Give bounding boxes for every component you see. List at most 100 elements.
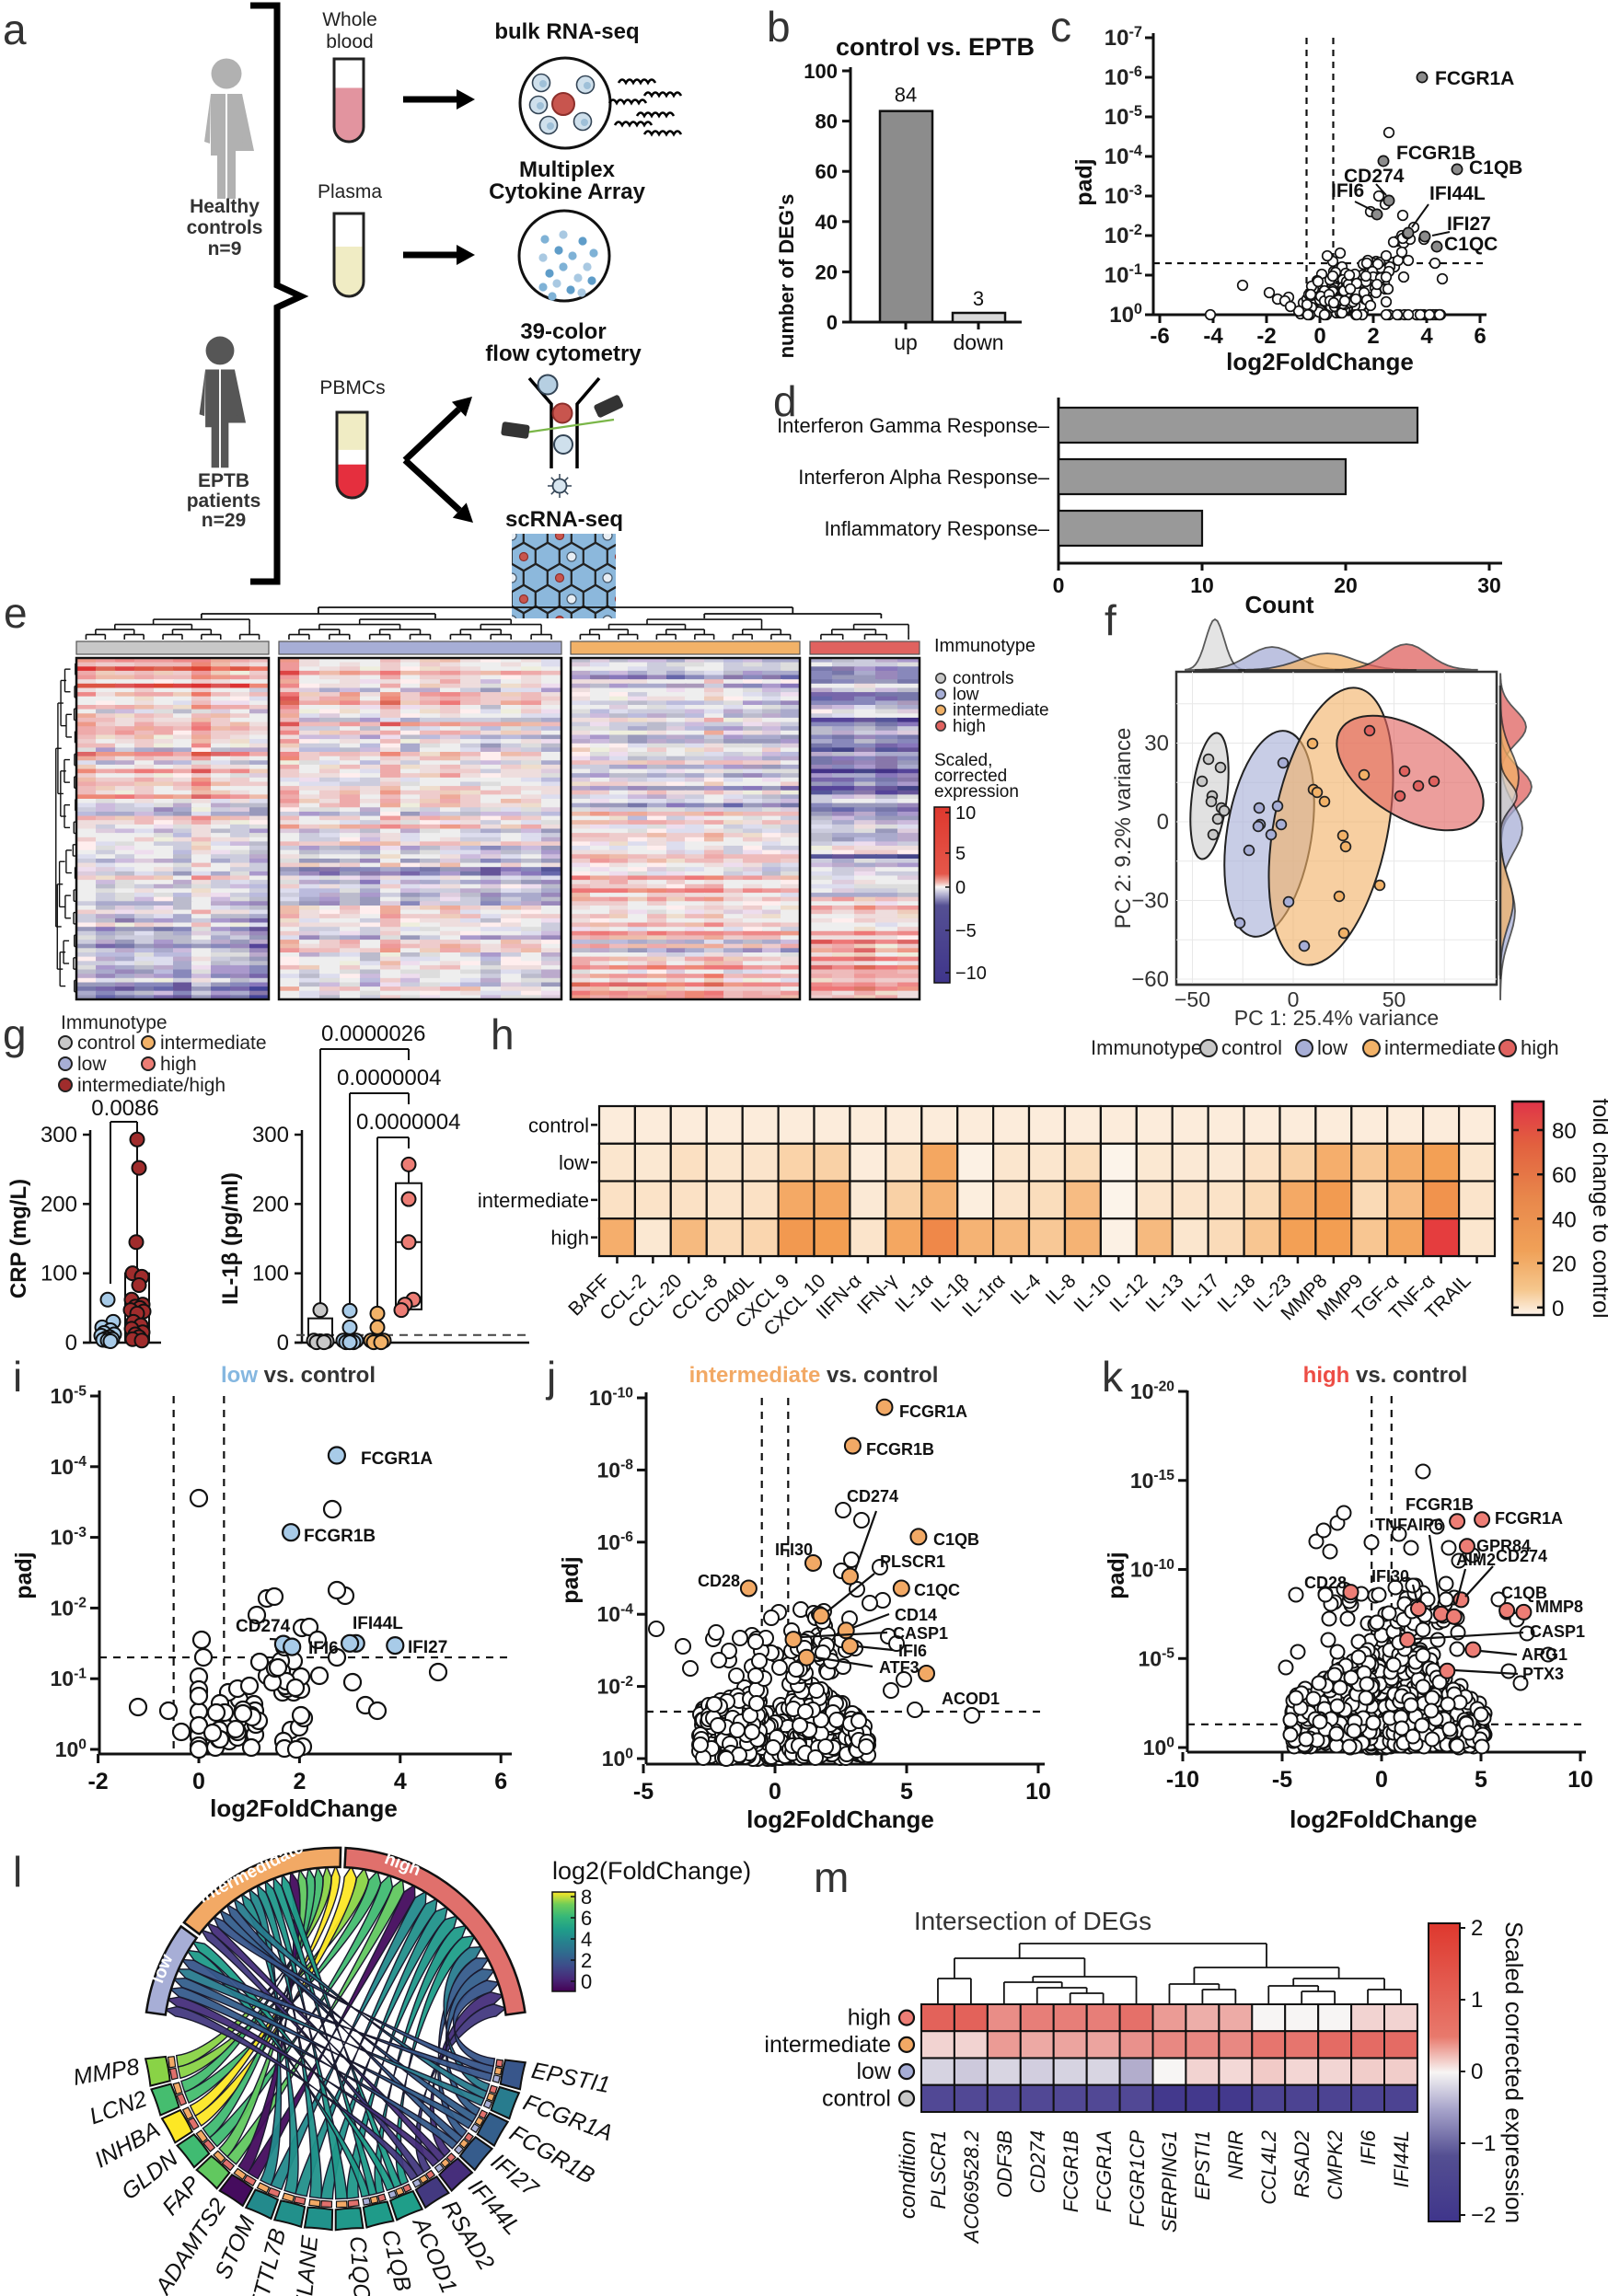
svg-text:0: 0 — [955, 878, 966, 898]
svg-text:low: low — [559, 1151, 589, 1174]
svg-text:Scaled,: Scaled, — [934, 751, 992, 770]
svg-text:PC 2: 9.2% variance: PC 2: 9.2% variance — [1111, 728, 1136, 929]
svg-text:down: down — [954, 330, 1004, 354]
svg-text:a: a — [3, 6, 27, 53]
svg-text:IFI44L: IFI44L — [1390, 2130, 1413, 2187]
svg-text:n=9: n=9 — [208, 238, 242, 260]
svg-text:60: 60 — [816, 160, 838, 183]
svg-text:intermediate vs. control: intermediate vs. control — [689, 1363, 939, 1388]
svg-text:high vs. control: high vs. control — [1303, 1363, 1468, 1388]
svg-text:40: 40 — [1552, 1207, 1577, 1232]
svg-text:C1QB: C1QB — [933, 1530, 979, 1549]
svg-text:-2: -2 — [87, 1769, 108, 1794]
svg-text:4: 4 — [1420, 324, 1433, 349]
svg-text:−2: −2 — [1471, 2203, 1496, 2228]
svg-text:patients: patients — [187, 490, 261, 512]
svg-text:CRP (mg/L): CRP (mg/L) — [6, 1179, 31, 1298]
svg-text:PLSCR1: PLSCR1 — [927, 2130, 950, 2209]
svg-text:0: 0 — [1375, 1767, 1388, 1793]
svg-text:CD274: CD274 — [1026, 2130, 1049, 2193]
svg-text:80: 80 — [1552, 1119, 1577, 1144]
svg-text:10: 10 — [955, 803, 976, 824]
svg-text:3: 3 — [973, 287, 984, 310]
svg-text:4: 4 — [394, 1769, 407, 1794]
svg-text:corrected: corrected — [934, 767, 1007, 786]
svg-text:control vs. EPTB: control vs. EPTB — [836, 33, 1035, 61]
svg-text:bulk RNA-seq: bulk RNA-seq — [494, 19, 639, 44]
svg-text:Multiplex: Multiplex — [519, 157, 616, 182]
svg-text:ODF3B: ODF3B — [993, 2130, 1016, 2198]
svg-text:e: e — [4, 589, 28, 637]
svg-text:0: 0 — [769, 1779, 781, 1805]
svg-text:C1QC: C1QC — [344, 2235, 375, 2296]
svg-text:low: low — [1317, 1036, 1348, 1059]
svg-text:PLSCR1: PLSCR1 — [880, 1552, 945, 1571]
svg-text:CD14: CD14 — [895, 1606, 937, 1624]
svg-text:IFI30: IFI30 — [1371, 1567, 1409, 1586]
svg-text:60: 60 — [1552, 1163, 1577, 1188]
svg-text:6: 6 — [494, 1769, 507, 1794]
svg-text:low: low — [856, 2059, 891, 2084]
svg-text:0: 0 — [65, 1331, 77, 1356]
svg-text:control: control — [822, 2085, 891, 2111]
svg-text:intermediate: intermediate — [953, 701, 1049, 721]
svg-text:-6: -6 — [1150, 324, 1169, 349]
svg-text:IFI6: IFI6 — [898, 1642, 927, 1660]
svg-text:high: high — [160, 1054, 197, 1075]
svg-text:control: control — [1221, 1036, 1282, 1059]
svg-text:g: g — [3, 1010, 27, 1058]
svg-text:10: 10 — [1190, 573, 1214, 597]
svg-text:30: 30 — [1144, 732, 1169, 756]
svg-text:2: 2 — [1471, 1916, 1483, 1941]
svg-text:control: control — [77, 1033, 135, 1054]
svg-text:10: 10 — [1568, 1767, 1593, 1793]
svg-text:Scaled corrected expression: Scaled corrected expression — [1500, 1921, 1528, 2223]
svg-text:controls: controls — [187, 217, 263, 238]
svg-text:40: 40 — [816, 211, 838, 234]
svg-text:0: 0 — [1313, 324, 1325, 349]
svg-text:10-2: 10-2 — [51, 1596, 87, 1621]
svg-text:−10: −10 — [955, 963, 987, 984]
svg-text:ACOD1: ACOD1 — [942, 1690, 1000, 1708]
svg-text:PTX3: PTX3 — [1522, 1665, 1564, 1683]
svg-text:5: 5 — [900, 1779, 913, 1805]
svg-text:controls: controls — [953, 669, 1014, 688]
svg-text:m: m — [814, 1853, 849, 1901]
svg-text:FCGR1A: FCGR1A — [1435, 68, 1514, 89]
svg-text:FCGR1B: FCGR1B — [1396, 143, 1475, 164]
svg-text:10: 10 — [1025, 1779, 1051, 1805]
svg-text:−60: −60 — [1131, 967, 1169, 992]
svg-text:0: 0 — [1552, 1297, 1564, 1321]
svg-text:4: 4 — [581, 1928, 592, 1951]
svg-text:padj: padj — [1071, 158, 1097, 205]
svg-text:control: control — [528, 1113, 589, 1136]
svg-text:6: 6 — [581, 1907, 592, 1930]
svg-text:300: 300 — [40, 1123, 77, 1148]
svg-text:IFI30: IFI30 — [775, 1540, 813, 1559]
svg-text:IL-1β (pg/ml): IL-1β (pg/ml) — [218, 1172, 243, 1305]
svg-text:FCGR1B: FCGR1B — [866, 1440, 934, 1459]
svg-text:20: 20 — [1552, 1252, 1577, 1277]
svg-text:ARG1: ARG1 — [1521, 1645, 1568, 1664]
svg-text:IFI44L: IFI44L — [1429, 183, 1486, 204]
svg-text:IFI6: IFI6 — [1331, 180, 1364, 202]
svg-text:f: f — [1105, 596, 1116, 644]
svg-text:30: 30 — [1477, 573, 1501, 597]
svg-text:0: 0 — [277, 1331, 289, 1356]
svg-text:intermediate: intermediate — [160, 1033, 267, 1054]
svg-text:−50: −50 — [1174, 987, 1210, 1011]
svg-text:−30: −30 — [1131, 889, 1169, 914]
svg-text:expression: expression — [934, 782, 1019, 802]
svg-text:d: d — [773, 377, 797, 425]
svg-text:padj: padj — [11, 1552, 37, 1598]
svg-text:CD274: CD274 — [236, 1617, 291, 1636]
svg-text:blood: blood — [326, 31, 373, 52]
svg-text:10-4: 10-4 — [51, 1454, 87, 1479]
svg-text:IFI27: IFI27 — [1447, 213, 1491, 235]
svg-text:0.0000004: 0.0000004 — [356, 1110, 460, 1135]
svg-text:GPR84: GPR84 — [1476, 1537, 1531, 1555]
svg-text:200: 200 — [252, 1192, 289, 1217]
svg-text:scRNA-seq: scRNA-seq — [505, 507, 623, 532]
svg-text:EPSTI1: EPSTI1 — [1191, 2130, 1214, 2200]
svg-text:-4: -4 — [1203, 324, 1223, 349]
